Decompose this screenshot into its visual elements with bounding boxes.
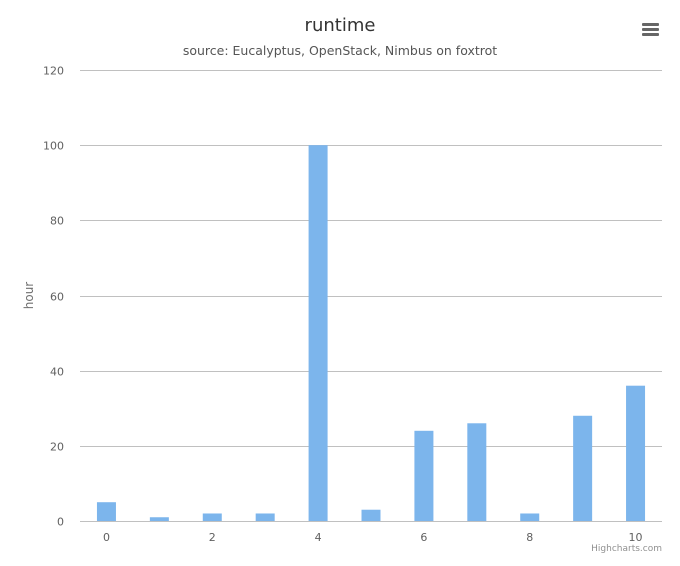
y-tick-label: 80 <box>50 215 64 228</box>
menu-line <box>642 33 659 36</box>
y-tick-label: 100 <box>43 140 64 153</box>
bar[interactable] <box>361 509 381 521</box>
menu-line <box>642 23 659 26</box>
bar[interactable] <box>467 423 487 521</box>
gridlines <box>80 70 662 522</box>
x-tick-label: 0 <box>103 531 110 544</box>
bar[interactable] <box>255 513 275 521</box>
y-tick-label: 20 <box>50 441 64 454</box>
bar[interactable] <box>573 415 593 521</box>
x-tick-label: 8 <box>526 531 533 544</box>
y-tick-label: 40 <box>50 366 64 379</box>
bar[interactable] <box>520 513 540 521</box>
x-tick-label: 2 <box>209 531 216 544</box>
credits-link[interactable]: Highcharts.com <box>591 544 662 554</box>
bar[interactable] <box>308 145 328 521</box>
bar-series <box>96 145 646 521</box>
y-axis-label: hour <box>22 282 36 310</box>
bar[interactable] <box>202 513 222 521</box>
y-tick-label: 120 <box>43 65 64 78</box>
chart-subtitle: source: Eucalyptus, OpenStack, Nimbus on… <box>182 43 498 58</box>
y-tick-label: 60 <box>50 291 64 304</box>
bar[interactable] <box>96 502 116 521</box>
hamburger-menu-icon[interactable] <box>640 20 662 40</box>
y-tick-label: 0 <box>57 516 64 529</box>
bar[interactable] <box>149 517 169 521</box>
x-tick-label: 4 <box>315 531 322 544</box>
y-axis-ticks: 0 20 40 60 80 100 120 <box>43 65 64 529</box>
x-axis-ticks: 0 2 4 6 8 10 <box>103 531 643 544</box>
menu-line <box>642 28 659 31</box>
chart-title: runtime <box>304 15 376 36</box>
x-tick-label: 6 <box>420 531 427 544</box>
bar[interactable] <box>626 385 646 521</box>
x-tick-label: 10 <box>629 531 643 544</box>
bar[interactable] <box>414 430 434 521</box>
